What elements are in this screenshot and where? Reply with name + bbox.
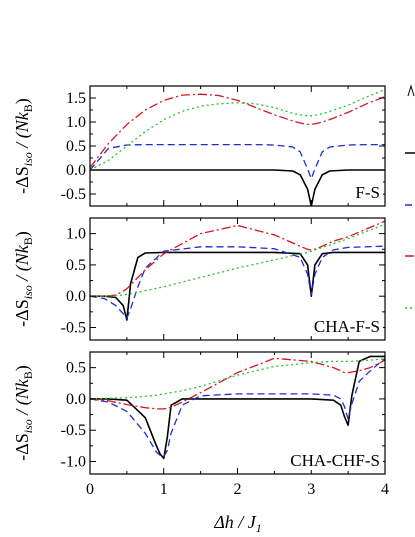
y-axis-title-part: ) bbox=[12, 365, 33, 371]
panel-label: CHA-F-S bbox=[314, 317, 380, 336]
x-tick-label: 0 bbox=[86, 481, 94, 498]
series-line-blue bbox=[90, 357, 385, 458]
y-axis-title-part: B bbox=[21, 104, 35, 112]
series-line-black bbox=[90, 169, 385, 206]
y-axis-title: -ΔSiso / (NkB) bbox=[12, 98, 35, 194]
y-tick-label: 0.0 bbox=[66, 288, 86, 305]
y-axis-title-part: -ΔS bbox=[12, 433, 32, 461]
series-line-green bbox=[90, 88, 385, 171]
y-axis-title-part: / (Nk bbox=[12, 244, 33, 285]
x-axis-title-main: Δh / J bbox=[213, 512, 257, 532]
series-line-blue bbox=[90, 143, 385, 180]
y-axis-title-part: ) bbox=[12, 231, 33, 237]
y-tick-label: -0.5 bbox=[61, 319, 86, 336]
y-axis-title-part: / (Nk bbox=[12, 378, 33, 419]
y-axis-title-part: B bbox=[21, 237, 35, 245]
y-axis-title-part: iso bbox=[21, 285, 35, 299]
y-axis-title-part: iso bbox=[21, 419, 35, 433]
series-line-red bbox=[90, 93, 385, 168]
panel-label: CHA-CHF-S bbox=[290, 451, 380, 470]
panel-label-box bbox=[290, 449, 383, 470]
x-tick-label: 3 bbox=[307, 481, 315, 498]
y-tick-label: 0.0 bbox=[66, 391, 86, 408]
series-line-blue bbox=[90, 245, 385, 319]
panel-2: -0.5 0.0 0.5 1.0 CHA-F-S -ΔSiso / (NkB) bbox=[12, 217, 386, 341]
panel-label: F-S bbox=[355, 183, 380, 202]
y-axis-title-part: -ΔS bbox=[12, 166, 32, 194]
y-tick-label: 0.0 bbox=[66, 162, 86, 179]
x-tick-label: 1 bbox=[160, 481, 168, 498]
legend-fragments bbox=[405, 84, 415, 309]
x-axis-title: Δh / J1 bbox=[213, 512, 262, 535]
series-line-black bbox=[90, 355, 385, 460]
series-line-green bbox=[90, 223, 385, 297]
series-line-black bbox=[90, 251, 385, 321]
y-tick-label: 1.0 bbox=[66, 226, 86, 243]
y-axis-title-part: iso bbox=[21, 152, 35, 166]
y-tick-label: 1.5 bbox=[66, 90, 86, 107]
y-axis-title-part: B bbox=[21, 371, 35, 379]
series-line-red bbox=[90, 220, 385, 297]
x-tick-label: 2 bbox=[234, 481, 242, 498]
x-axis-title-sub: 1 bbox=[256, 521, 262, 535]
panel-label-box bbox=[309, 315, 383, 336]
panel-label-box bbox=[348, 181, 383, 202]
y-axis-title: -ΔSiso / (NkB) bbox=[12, 365, 35, 461]
panel-1: -0.5 0.0 0.5 1.0 1.5 F-S -ΔSiso / (NkB) bbox=[12, 85, 386, 207]
y-tick-label: -1.0 bbox=[61, 453, 86, 470]
y-tick-label: 0.5 bbox=[66, 360, 86, 377]
series-line-red bbox=[90, 357, 385, 410]
x-tick-label: 4 bbox=[381, 481, 389, 498]
series-line-green bbox=[90, 358, 385, 400]
y-axis-title-part: ) bbox=[12, 98, 33, 104]
y-tick-label: 0.5 bbox=[66, 257, 86, 274]
y-tick-label: -0.5 bbox=[61, 186, 86, 203]
legend-fragment-glyph bbox=[407, 84, 415, 97]
panels: -0.50.00.51.01.5F-S-ΔSiso / (NkB)-0.50.0… bbox=[12, 85, 389, 498]
y-tick-label: 0.5 bbox=[66, 138, 86, 155]
y-axis-title: -ΔSiso / (NkB) bbox=[12, 231, 35, 327]
y-axis-title-part: -ΔS bbox=[12, 299, 32, 327]
y-tick-label: 1.0 bbox=[66, 114, 86, 131]
y-tick-label: -0.5 bbox=[61, 422, 86, 439]
y-axis-title-part: / (Nk bbox=[12, 111, 33, 152]
